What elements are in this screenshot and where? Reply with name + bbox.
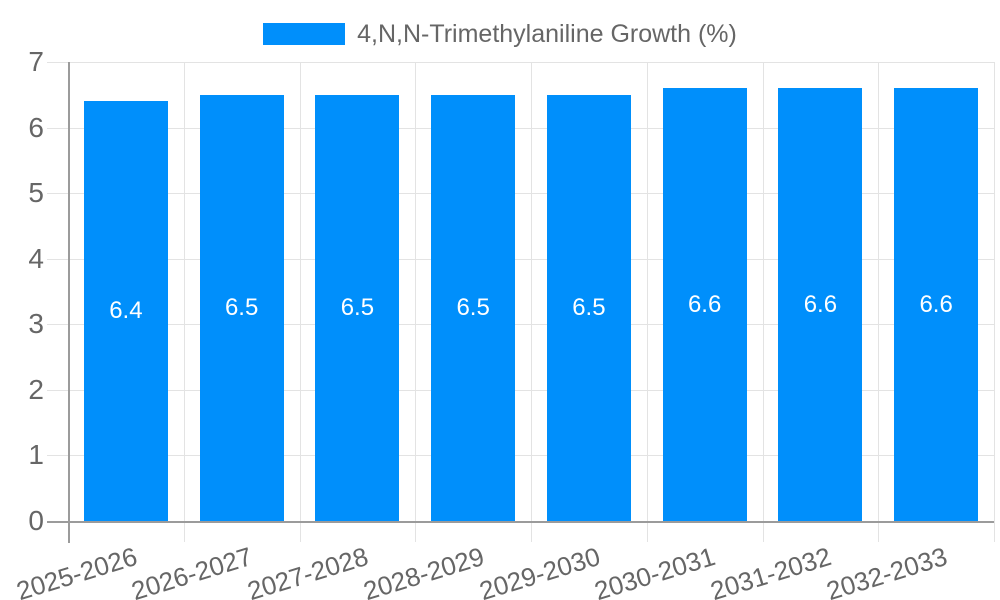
bar[interactable] <box>315 94 400 521</box>
bar-value-label: 6.5 <box>224 293 259 321</box>
gridline-vertical <box>878 62 880 521</box>
bar-value-label: 6.6 <box>919 290 953 318</box>
gridline-vertical <box>646 62 648 521</box>
bar[interactable] <box>199 94 284 521</box>
bar-value-label: 6.6 <box>803 290 838 318</box>
x-axis-tick <box>183 521 185 542</box>
y-axis-tick <box>47 193 68 195</box>
bar-value-label: 6.5 <box>456 293 490 321</box>
y-axis-tick <box>47 324 68 326</box>
x-axis-tick <box>646 521 648 542</box>
bar[interactable] <box>83 101 168 521</box>
gridline-vertical <box>762 62 764 521</box>
x-axis-tick <box>878 521 880 542</box>
y-axis-tick <box>47 127 68 129</box>
x-axis-tick <box>415 521 417 542</box>
gridline-vertical <box>415 62 417 521</box>
y-axis-tick-label: 1 <box>28 439 44 471</box>
bar-value-label: 6.5 <box>340 293 375 321</box>
x-axis-tick-label: 2025-2026 <box>12 541 141 600</box>
bar-value-label: 6.4 <box>109 297 143 325</box>
legend[interactable]: 4,N,N-Trimethylaniline Growth (%) <box>0 21 1000 47</box>
bar[interactable] <box>662 88 747 521</box>
gridline-vertical <box>994 62 995 521</box>
gridline-vertical <box>299 62 301 521</box>
x-axis-tick-label: 2031-2032 <box>706 541 835 600</box>
y-axis-tick-label: 3 <box>28 308 44 340</box>
bar-value-label: 6.6 <box>687 290 722 318</box>
bar[interactable] <box>546 94 631 521</box>
x-axis-tick-label: 2027-2028 <box>243 541 372 600</box>
y-axis-tick <box>47 455 68 457</box>
y-axis-tick-label: 7 <box>28 46 44 77</box>
x-axis-tick <box>531 521 532 542</box>
y-axis-tick-label: 2 <box>28 373 44 405</box>
bar[interactable] <box>778 88 863 521</box>
y-axis-tick <box>47 258 68 260</box>
x-axis-tick-label: 2032-2033 <box>822 541 951 600</box>
legend-swatch <box>263 23 346 45</box>
x-axis-tick <box>762 521 764 542</box>
gridline-vertical <box>531 62 532 521</box>
y-axis-tick <box>47 389 68 391</box>
x-axis-line <box>47 521 994 523</box>
y-axis-line <box>68 62 70 543</box>
gridline-vertical <box>183 62 185 521</box>
x-axis-tick-label: 2026-2027 <box>128 541 256 600</box>
x-axis-tick <box>994 521 995 542</box>
y-axis-tick-label: 6 <box>28 111 44 143</box>
y-axis-tick-label: 0 <box>28 505 44 536</box>
bar[interactable] <box>431 94 516 521</box>
y-axis-tick-label: 5 <box>28 177 44 209</box>
x-axis-tick-label: 2030-2031 <box>591 541 719 600</box>
x-axis-tick-label: 2028-2029 <box>359 541 488 600</box>
legend-series-label: 4,N,N-Trimethylaniline Growth (%) <box>357 20 737 48</box>
x-axis-tick-label: 2029-2030 <box>475 541 604 600</box>
y-axis-tick <box>47 62 68 63</box>
x-axis-tick <box>299 521 301 542</box>
bar[interactable] <box>894 88 979 521</box>
y-axis-tick-label: 4 <box>28 242 44 274</box>
bar-value-label: 6.5 <box>572 293 606 321</box>
